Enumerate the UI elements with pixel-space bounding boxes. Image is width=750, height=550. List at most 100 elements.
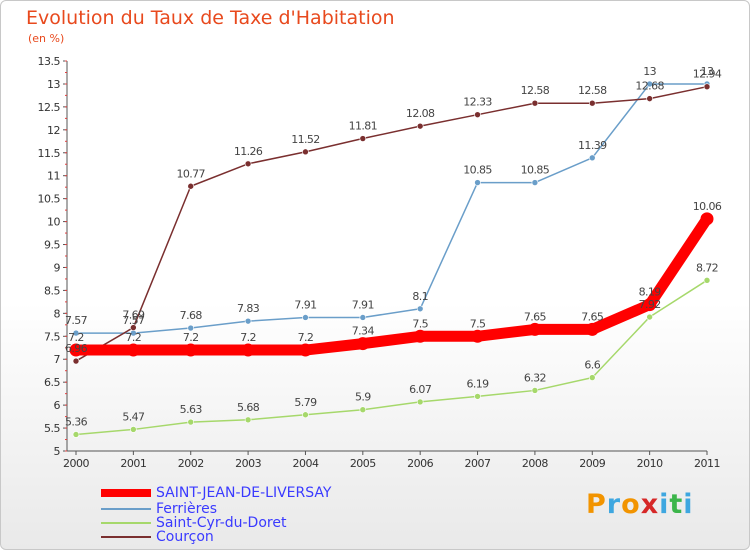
data-label: 10.85 (463, 164, 492, 177)
data-point (528, 322, 542, 336)
data-point (588, 154, 596, 162)
data-label: 7.5 (412, 317, 428, 330)
logo-letter: r (606, 489, 622, 520)
legend-swatch (101, 507, 151, 510)
data-point (471, 329, 485, 343)
data-label: 7.57 (122, 314, 145, 327)
data-point (531, 387, 539, 394)
data-label: 6.19 (466, 377, 489, 390)
series-line (70, 213, 713, 356)
data-point (416, 305, 424, 313)
logo-letter: i (683, 489, 694, 520)
data-label: 12.94 (693, 68, 722, 81)
legend-item-courcon: Courçon (101, 529, 214, 545)
data-point (130, 324, 137, 331)
y-tick-label: 12.5 (38, 101, 61, 114)
y-tick-label: 8.5 (44, 284, 60, 297)
data-point (531, 99, 539, 107)
legend-swatch (101, 488, 151, 497)
x-tick-label: 2005 (350, 457, 376, 470)
data-label: 7.2 (126, 331, 142, 344)
data-point (241, 343, 255, 357)
y-tick-label: 6.5 (44, 376, 60, 389)
data-point (359, 135, 367, 142)
data-point (416, 398, 424, 406)
chart-title: Evolution du Taux de Taxe d'Habitation (26, 7, 395, 29)
data-label: 6.6 (584, 359, 600, 372)
data-point (359, 406, 367, 414)
data-point (187, 418, 195, 426)
x-tick-label: 2006 (407, 457, 433, 470)
data-point (244, 317, 252, 325)
x-tick-label: 2007 (465, 457, 491, 470)
data-point (474, 111, 481, 118)
data-label: 13 (701, 65, 714, 78)
y-tick-label: 9.5 (44, 239, 60, 252)
data-label: 7.2 (298, 331, 314, 344)
legend-label: Saint-Cyr-du-Doret (156, 514, 287, 531)
logo-letter: i (659, 489, 670, 520)
data-label: 5.36 (65, 415, 88, 428)
data-point (643, 298, 657, 312)
data-label: 7.69 (122, 309, 145, 322)
x-tick-label: 2000 (63, 457, 89, 470)
data-point (126, 343, 140, 357)
data-label: 8.19 (639, 286, 662, 299)
data-label: 8.1 (412, 290, 428, 303)
data-label: 5.79 (294, 396, 317, 409)
data-point (646, 313, 653, 321)
data-point (72, 329, 80, 337)
data-point (302, 314, 309, 321)
data-label: 10.85 (521, 164, 550, 177)
legend-item-ferrieres: Ferrières (101, 501, 217, 517)
y-tick-label: 7.5 (44, 330, 60, 343)
data-point (646, 95, 653, 102)
data-point (588, 99, 596, 107)
data-label: 5.68 (237, 401, 260, 414)
data-label: 8.72 (696, 261, 718, 274)
data-label: 13 (643, 65, 656, 78)
data-label: 7.57 (65, 314, 88, 327)
x-tick-label: 2003 (235, 457, 261, 470)
data-point (585, 322, 599, 336)
y-tick-label: 5 (54, 445, 61, 458)
data-point (244, 160, 252, 168)
data-label: 12.08 (406, 107, 435, 120)
x-tick-label: 2009 (579, 457, 605, 470)
data-label: 7.5 (470, 317, 486, 330)
series-line (75, 85, 708, 362)
logo-letter: x (640, 489, 660, 520)
data-point (700, 212, 714, 226)
data-label: 7.91 (294, 298, 316, 311)
data-label: 7.91 (352, 298, 374, 311)
data-label: 7.2 (183, 331, 199, 344)
data-label: 7.68 (180, 309, 203, 322)
y-tick-label: 8 (54, 307, 61, 320)
data-label: 6.07 (409, 383, 432, 396)
data-label: 11.81 (349, 120, 378, 133)
y-tick-label: 10.5 (38, 193, 61, 206)
data-point (72, 357, 80, 365)
legend-swatch (101, 535, 151, 538)
data-label: 11.39 (578, 139, 607, 152)
y-tick-label: 13 (47, 78, 60, 91)
legend-item-saint-cyr-du-doret: Saint-Cyr-du-Doret (101, 514, 287, 531)
chart-subtitle: (en %) (28, 32, 65, 45)
x-tick-label: 2010 (637, 457, 663, 470)
data-label: 7.2 (68, 331, 84, 344)
data-label: 10.06 (693, 200, 722, 213)
data-point (703, 83, 711, 90)
data-point (72, 431, 80, 438)
proxiti-logo: Proxiti (586, 489, 694, 520)
data-point (588, 374, 596, 381)
series-line (75, 83, 708, 334)
data-label: 12.33 (463, 96, 492, 109)
y-tick-label: 10 (47, 216, 60, 229)
y-tick-label: 13.5 (38, 55, 61, 68)
data-point (184, 343, 198, 357)
data-label: 12.68 (635, 80, 664, 93)
y-tick-label: 7 (54, 353, 61, 366)
x-tick-label: 2002 (178, 457, 204, 470)
legend-swatch (101, 521, 151, 524)
